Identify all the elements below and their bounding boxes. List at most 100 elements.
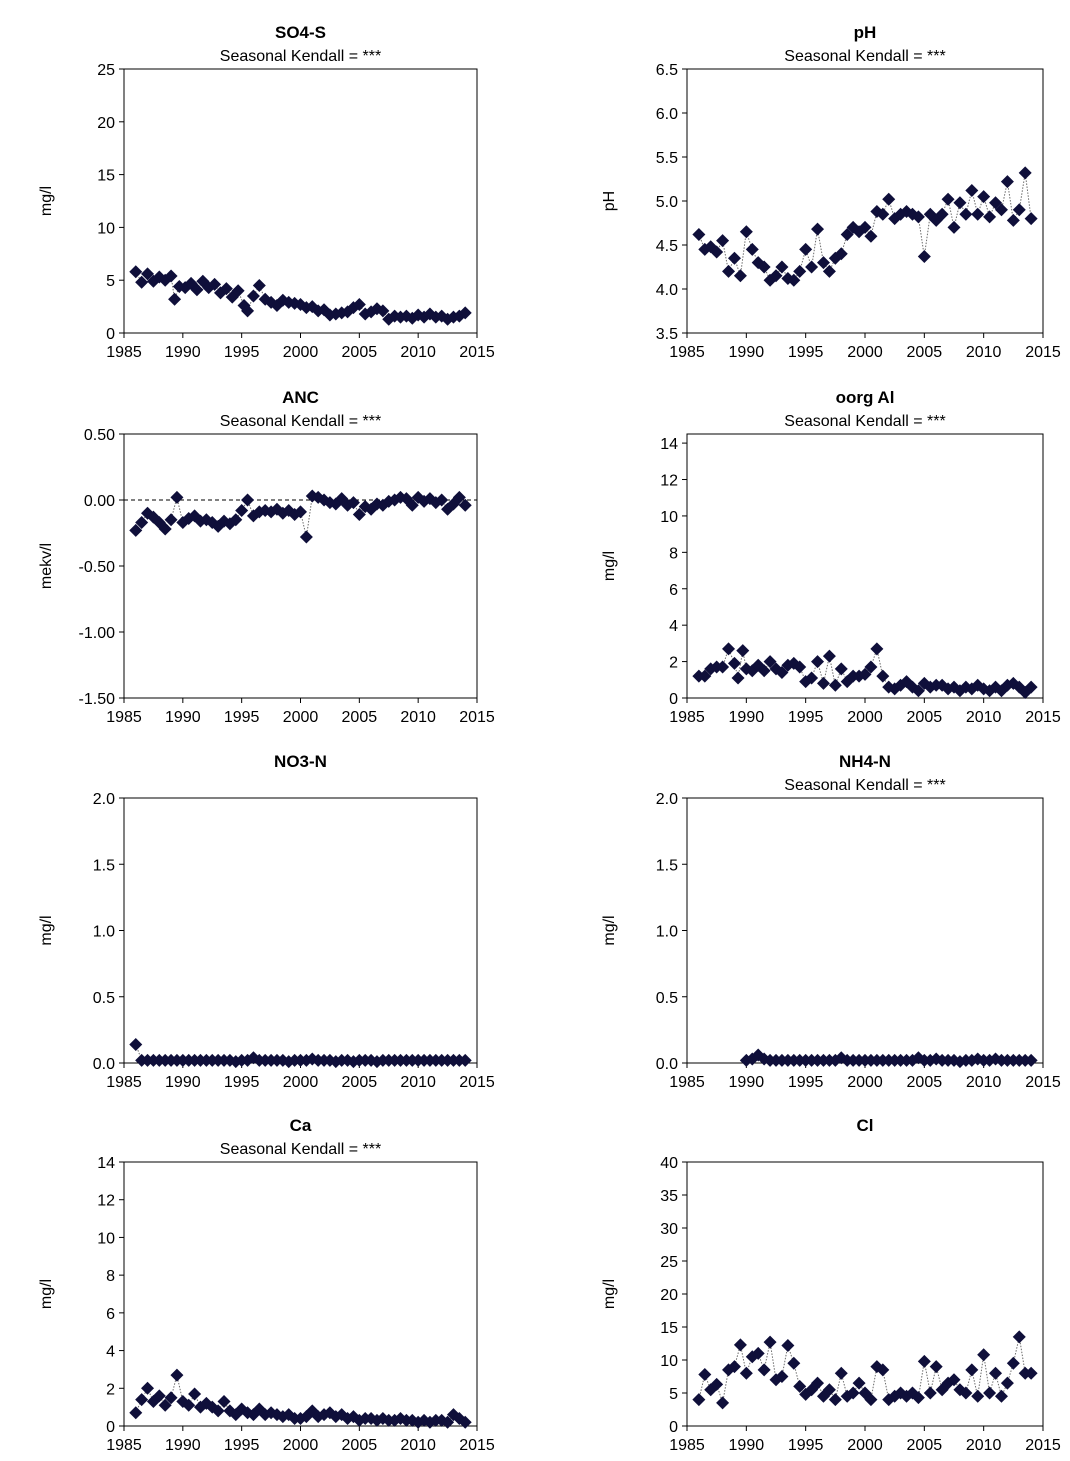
y-tick-label: 12 <box>97 1193 115 1210</box>
data-point <box>733 1338 747 1352</box>
data-point <box>822 264 836 278</box>
chart-panel: NH4-N Seasonal Kendall = *** 0.0 0.5 1.0 1.5 2… <box>601 752 1061 1091</box>
data-point <box>917 1354 931 1368</box>
y-tick-label: 4.5 <box>656 238 678 255</box>
data-point <box>727 656 741 670</box>
data-point <box>299 530 313 544</box>
data-point <box>229 513 243 527</box>
data-point <box>805 260 819 274</box>
data-point <box>787 273 801 287</box>
data-point <box>739 225 753 239</box>
y-tick-label: 2.0 <box>93 791 115 808</box>
data-point <box>252 278 266 292</box>
y-tick-label: 1.0 <box>656 924 678 941</box>
data-point <box>751 1346 765 1360</box>
data-point <box>710 245 724 259</box>
data-point <box>977 190 991 204</box>
data-point <box>1012 680 1026 694</box>
data-point <box>141 267 155 281</box>
x-tick-label: 1990 <box>729 344 765 361</box>
chart-subtitle: Seasonal Kendall = *** <box>220 48 381 65</box>
data-point <box>828 251 842 265</box>
chart-title: NH4-N <box>839 752 891 771</box>
data-point <box>775 666 789 680</box>
x-tick-label: 2010 <box>966 709 1002 726</box>
data-point <box>977 1348 991 1362</box>
data-point <box>458 306 472 320</box>
plot-frame <box>123 797 478 1064</box>
data-point <box>170 490 184 504</box>
data-point <box>1024 212 1038 226</box>
x-tick-label: 1995 <box>788 344 824 361</box>
x-tick-label: 2005 <box>907 709 943 726</box>
data-point <box>983 210 997 224</box>
y-tick-label: -1.00 <box>79 625 116 642</box>
x-tick-label: 2005 <box>907 1074 943 1091</box>
data-point <box>168 292 182 306</box>
data-point <box>911 210 925 224</box>
data-point <box>164 269 178 283</box>
x-tick-label: 2005 <box>342 709 378 726</box>
data-point <box>971 207 985 221</box>
plot-frame <box>123 1161 478 1427</box>
data-point <box>135 1393 149 1407</box>
y-tick-label: 4.0 <box>656 282 678 299</box>
data-point <box>828 1393 842 1407</box>
data-point <box>852 1376 866 1390</box>
data-point <box>983 1386 997 1400</box>
y-axis-label: mg/l <box>601 551 618 581</box>
y-tick-label: 10 <box>97 1230 115 1247</box>
y-tick-label: 30 <box>660 1221 678 1238</box>
y-tick-label: 0 <box>669 691 678 708</box>
y-tick-label: 6.5 <box>656 62 678 79</box>
chart-title: oorg Al <box>836 388 895 407</box>
data-point <box>452 490 466 504</box>
chart-panel: pH Seasonal Kendall = *** 3.5 4.0 4.5 5.0 5.5 6… <box>601 23 1061 361</box>
data-point <box>822 649 836 663</box>
y-tick-label: 14 <box>660 436 678 453</box>
data-point <box>733 269 747 283</box>
x-tick-label: 2005 <box>342 1437 378 1454</box>
y-tick-label: 0.5 <box>93 990 115 1007</box>
y-tick-label: 25 <box>660 1254 678 1271</box>
y-axis-label: pH <box>601 191 618 211</box>
data-point <box>1024 1053 1038 1067</box>
plot-frame <box>123 68 478 334</box>
data-point <box>182 1398 196 1412</box>
y-tick-label: 40 <box>660 1155 678 1172</box>
data-point <box>911 684 925 698</box>
data-point <box>834 1366 848 1380</box>
data-point <box>716 660 730 674</box>
x-tick-label: 2010 <box>400 1437 436 1454</box>
chart-panel: ANC Seasonal Kendall = *** -1.50 -1.00 -0.50… <box>38 388 495 726</box>
y-tick-label: 6.0 <box>656 106 678 123</box>
data-point <box>405 498 419 512</box>
data-point <box>217 1394 231 1408</box>
y-tick-label: 20 <box>97 115 115 132</box>
y-tick-label: 12 <box>660 473 678 490</box>
data-point <box>1012 1330 1026 1344</box>
plot-frame <box>686 797 1044 1064</box>
data-point <box>870 642 884 656</box>
x-tick-label: 1985 <box>669 709 705 726</box>
data-point <box>170 1368 184 1382</box>
data-point <box>1024 1366 1038 1380</box>
data-point <box>739 1366 753 1380</box>
data-point <box>757 260 771 274</box>
data-point <box>219 282 233 296</box>
data-point <box>129 523 143 537</box>
data-point <box>775 260 789 274</box>
chart-panel: NO3-N 0.0 0.5 1.0 1.5 2.0 1985 1990 1995 2000 2005… <box>38 752 495 1091</box>
data-point <box>376 304 390 318</box>
data-point <box>458 1415 472 1429</box>
x-tick-label: 2000 <box>847 344 883 361</box>
data-point <box>731 671 745 685</box>
chart-title: NO3-N <box>274 752 327 771</box>
data-point <box>235 504 249 518</box>
data-point <box>793 264 807 278</box>
x-tick-label: 2000 <box>283 1437 319 1454</box>
x-tick-label: 2000 <box>283 1074 319 1091</box>
data-point <box>135 515 149 529</box>
data-point <box>164 513 178 527</box>
